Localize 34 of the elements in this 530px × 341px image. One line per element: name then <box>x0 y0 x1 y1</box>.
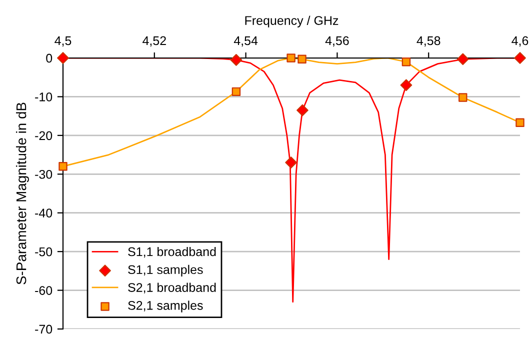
y-tick-label: -30 <box>35 170 52 179</box>
point <box>285 156 297 168</box>
x-tick-label: 4,52 <box>142 36 166 47</box>
y-tick-label: -40 <box>35 208 52 218</box>
legend-label: S1,1 samples <box>128 264 203 277</box>
x-tick-label: 4,6 <box>512 36 528 47</box>
y-axis-title: S-Parameter Magnitude in dB <box>16 102 29 284</box>
point <box>298 54 306 64</box>
legend-label: S2,1 broadband <box>128 282 216 294</box>
point <box>456 53 469 66</box>
point <box>402 58 411 66</box>
y-tick-label: -70 <box>35 324 52 334</box>
y-tick-label: -20 <box>35 131 52 140</box>
point <box>232 87 241 96</box>
point <box>286 54 296 62</box>
point <box>400 79 412 92</box>
x-tick-label: 4,56 <box>325 36 349 47</box>
y-tick-label: -10 <box>35 92 52 102</box>
point <box>458 93 468 102</box>
legend-label: S1,1 broadband <box>128 246 216 258</box>
point <box>514 52 526 64</box>
point <box>58 162 68 171</box>
y-tick-label: 0 <box>46 54 52 63</box>
legend-label: S2,1 samples <box>128 300 203 312</box>
x-tick-label: 4,54 <box>234 36 258 47</box>
point <box>516 118 524 128</box>
x-tick-label: 4,58 <box>416 36 440 47</box>
point <box>296 104 308 116</box>
point <box>57 52 69 64</box>
x-axis-title: Frequency / GHz <box>245 16 338 28</box>
x-tick-label: 4,5 <box>54 36 72 47</box>
y-tick-label: -50 <box>35 247 52 256</box>
point <box>230 54 242 66</box>
y-tick-label: -60 <box>35 286 52 295</box>
